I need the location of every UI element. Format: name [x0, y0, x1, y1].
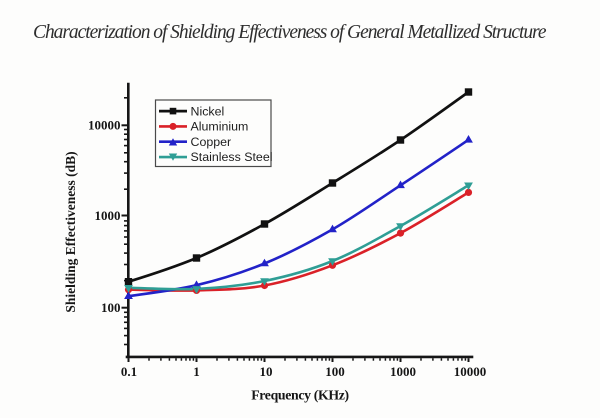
svg-text:Frequency (KHz): Frequency (KHz) [251, 388, 349, 404]
svg-text:Copper: Copper [191, 135, 232, 149]
svg-text:1: 1 [193, 364, 200, 379]
svg-text:Nickel: Nickel [191, 104, 225, 118]
svg-text:0.1: 0.1 [121, 364, 137, 379]
svg-text:100: 100 [325, 364, 345, 379]
svg-text:Aluminium: Aluminium [191, 120, 249, 134]
svg-text:10000: 10000 [88, 118, 121, 133]
svg-text:Stainless Steel: Stainless Steel [191, 150, 273, 164]
svg-text:100: 100 [101, 300, 121, 315]
svg-text:1000: 1000 [95, 208, 121, 223]
svg-text:Shielding Effectiveness (dB): Shielding Effectiveness (dB) [63, 151, 78, 312]
svg-text:10000: 10000 [454, 364, 487, 379]
svg-text:10: 10 [260, 364, 273, 379]
svg-text:1000: 1000 [390, 364, 416, 379]
